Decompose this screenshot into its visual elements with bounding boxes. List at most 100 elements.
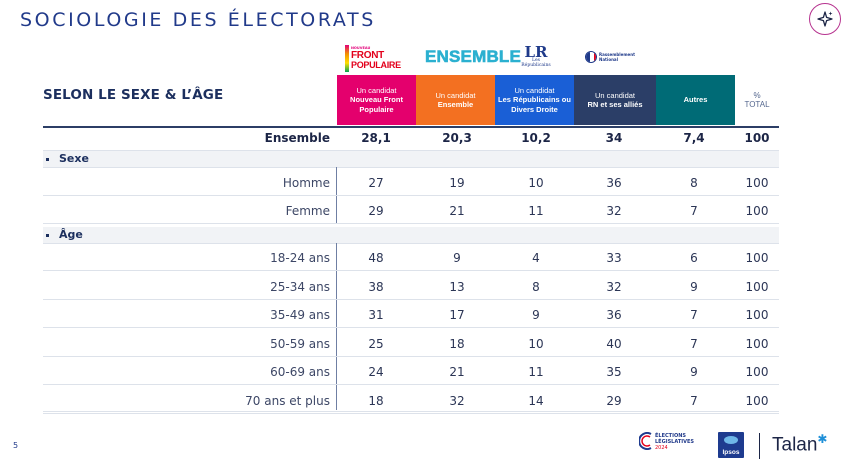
table-cell: 7 [690, 204, 698, 218]
table-cell: 18 [449, 337, 465, 351]
row-label: 50-59 ans [270, 337, 330, 351]
ensemble-logo: ENSEMBLE [425, 47, 522, 67]
ai-assistant-button[interactable] [809, 3, 841, 35]
table-cell: 36 [606, 176, 622, 190]
table-cell: 29 [606, 394, 622, 408]
row-label: Homme [282, 176, 330, 190]
lr-logo: LR Les Républicains [521, 43, 551, 68]
sparkle-icon [817, 11, 833, 27]
table-cell: 35 [606, 365, 622, 379]
table-cell: 33 [606, 251, 622, 265]
row-divider [43, 299, 779, 300]
table-cell: 100 [745, 337, 769, 351]
table-cell: 19 [449, 176, 465, 190]
column-header-title: Les Républicains ou Divers Droite [498, 95, 571, 114]
row-label: 60-69 ans [270, 365, 330, 379]
table-cell: 7 [690, 394, 698, 408]
row-divider [43, 150, 779, 151]
table-cell: 9 [532, 308, 540, 322]
row-label: 70 ans et plus [245, 394, 330, 408]
row-label: Ensemble [264, 131, 330, 145]
table-bottom-rule [43, 411, 779, 412]
row-label: 18-24 ans [270, 251, 330, 265]
group-header [43, 151, 779, 167]
row-divider [43, 195, 779, 196]
group-header [43, 227, 779, 243]
talan-logo: Talan✱ [772, 432, 828, 456]
table-cell: 11 [528, 204, 544, 218]
row-divider [43, 327, 779, 328]
table-cell: 10 [528, 176, 544, 190]
row-divider [43, 167, 779, 168]
column-header: Autres [656, 75, 735, 125]
bullet-icon [46, 233, 49, 237]
table-cell: 100 [745, 394, 769, 408]
row-divider [43, 223, 779, 224]
ipsos-logo: Ipsos [718, 432, 744, 458]
column-header: % TOTAL [735, 75, 779, 125]
table-cell: 36 [606, 308, 622, 322]
table-cell: 10,2 [521, 131, 551, 145]
table-cell: 11 [528, 365, 544, 379]
section-title: SELON LE SEXE & L’ÂGE [43, 87, 224, 103]
table-cell: 21 [449, 204, 465, 218]
table-cell: 28,1 [361, 131, 391, 145]
column-header-title: Ensemble [437, 100, 474, 109]
row-label: 25-34 ans [270, 280, 330, 294]
row-divider [43, 413, 779, 414]
table-cell: 38 [368, 280, 384, 294]
table-cell: 14 [528, 394, 544, 408]
crest-icon [639, 432, 652, 450]
table-cell: 13 [449, 280, 465, 294]
column-header-subtitle: Un candidat [514, 85, 555, 95]
table-cell: 9 [690, 365, 698, 379]
table-cell: 100 [745, 251, 769, 265]
table-cell: 9 [453, 251, 461, 265]
nfp-logo: NOUVEAU FRONT POPULAIRE [345, 45, 401, 72]
column-header-title: Nouveau Front Populaire [350, 95, 403, 114]
table-cell: 24 [368, 365, 384, 379]
label-divider [336, 243, 337, 410]
column-header-subtitle: Un candidat [356, 85, 397, 95]
column-header: Un candidat Nouveau Front Populaire [337, 75, 416, 125]
column-header-title: TOTAL [744, 100, 770, 109]
page-number: 5 [13, 441, 19, 450]
table-cell: 7,4 [683, 131, 705, 145]
table-cell: 32 [606, 204, 622, 218]
table-cell: 21 [449, 365, 465, 379]
header-rule [43, 126, 779, 128]
row-divider [43, 356, 779, 357]
table-cell: 7 [690, 308, 698, 322]
table-cell: 100 [744, 131, 770, 145]
column-header: Un candidat Ensemble [416, 75, 495, 125]
column-header-subtitle: % [753, 90, 761, 100]
table-cell: 17 [449, 308, 465, 322]
group-label-text: Âge [59, 228, 83, 241]
table-cell: 34 [605, 131, 623, 145]
column-header: Un candidat Les Républicains ou Divers Dr… [495, 75, 574, 125]
table-cell: 9 [690, 280, 698, 294]
table-cell: 100 [745, 204, 769, 218]
table-cell: 20,3 [442, 131, 472, 145]
column-header-title: Autres [683, 95, 708, 105]
bullet-icon [46, 157, 49, 161]
table-cell: 48 [368, 251, 384, 265]
row-label: Femme [285, 204, 330, 218]
group-label: Âge [44, 227, 83, 243]
table-cell: 31 [368, 308, 384, 322]
table-cell: 25 [368, 337, 384, 351]
column-header: Un candidat RN et ses alliés [574, 75, 656, 125]
table-cell: 27 [368, 176, 384, 190]
column-header-subtitle: Un candidat [435, 90, 476, 100]
row-divider [43, 270, 779, 271]
table-cell: 32 [449, 394, 465, 408]
table-cell: 6 [690, 251, 698, 265]
column-header-title: RN et ses alliés [587, 100, 643, 109]
table-cell: 8 [690, 176, 698, 190]
elections-legislatives-logo: ÉLECTIONS LÉGISLATIVES 2024 [639, 430, 701, 456]
page-title: SOCIOLOGIE DES ÉLECTORATS [20, 9, 376, 31]
table-cell: 8 [532, 280, 540, 294]
table-cell: 10 [528, 337, 544, 351]
row-label: 35-49 ans [270, 308, 330, 322]
table-cell: 32 [606, 280, 622, 294]
